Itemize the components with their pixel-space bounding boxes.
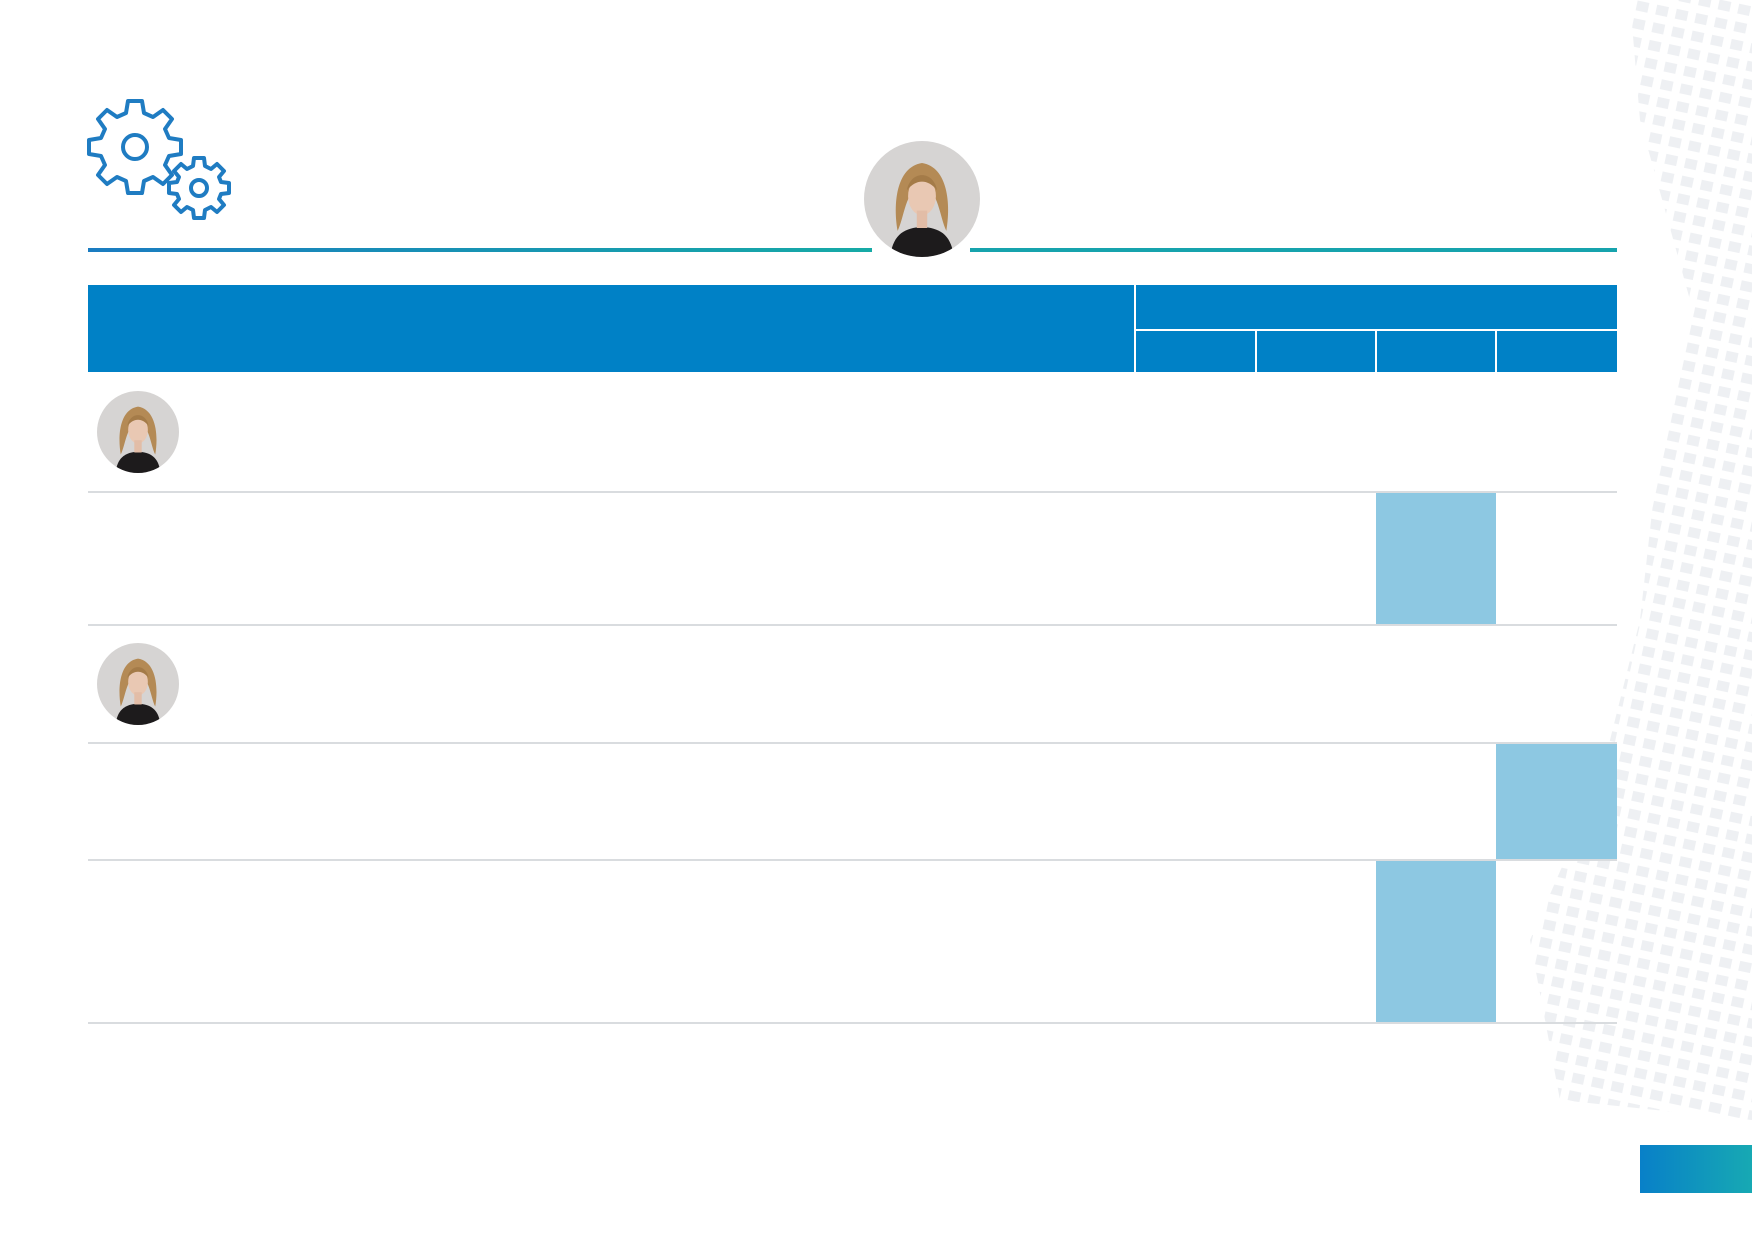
gears-icon [87, 99, 231, 220]
highlight-cell [1496, 743, 1617, 860]
decor-pattern [1530, 0, 1752, 1120]
table-header [88, 285, 1617, 372]
highlight-cell [1376, 492, 1496, 625]
row-rules [88, 491, 1617, 1024]
header-rule [88, 248, 872, 252]
page-tab [1640, 1145, 1752, 1193]
header-dividers [1134, 285, 1617, 372]
header-rule [970, 248, 1617, 252]
avatar [864, 141, 980, 257]
avatar [97, 643, 179, 725]
highlight-cell [1376, 860, 1496, 1023]
avatar [97, 391, 179, 473]
